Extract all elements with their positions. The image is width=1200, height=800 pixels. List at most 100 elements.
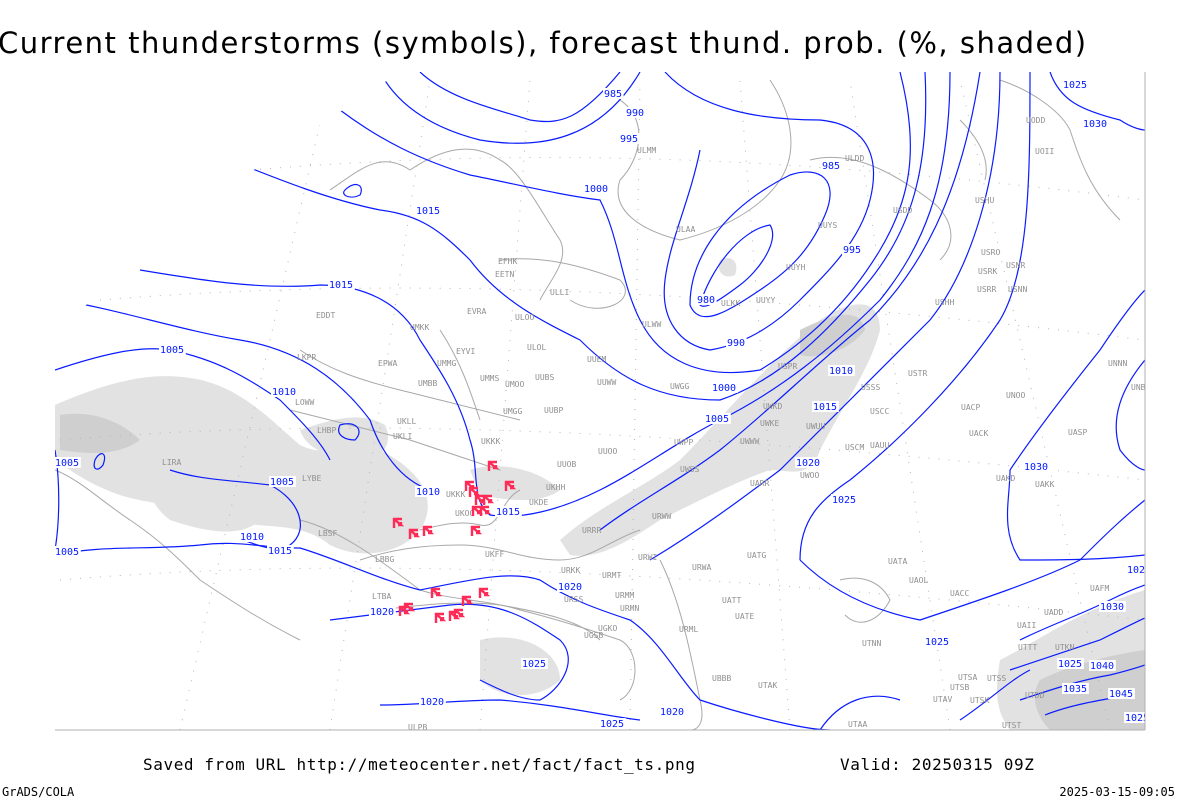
station-label: USRO: [981, 248, 1000, 257]
station-label: USNN: [1008, 285, 1027, 294]
isobar-label-background: [328, 279, 355, 290]
station-label: UNOO: [1006, 391, 1025, 400]
thunderstorm-symbol-icon: [430, 587, 443, 598]
station-label: UMBB: [418, 379, 437, 388]
coastlines: [55, 79, 1121, 730]
station-label: LKPR: [297, 353, 316, 362]
isobar-label-background: [619, 133, 640, 144]
station-label: UMMG: [437, 359, 456, 368]
isobar-label: 1030: [1100, 602, 1124, 613]
isobar-label-background: [1062, 79, 1089, 90]
station-label: UAKK: [1035, 480, 1054, 489]
station-label: ULWW: [642, 320, 661, 329]
station-label: USDD: [893, 206, 912, 215]
isobar-label-background: [828, 365, 855, 376]
isobar-label-background: [625, 107, 646, 118]
thunderstorm-symbol-icon: [408, 528, 421, 539]
isobar-label: 1010: [272, 387, 296, 398]
station-label: URRR: [582, 526, 601, 535]
station-label: UAFM: [1090, 584, 1109, 593]
source-url-text: Saved from URL http://meteocenter.net/fa…: [143, 755, 696, 774]
isobar-label-background: [1023, 461, 1050, 472]
isobar-label: 1005: [705, 414, 729, 425]
station-label: UACP: [961, 403, 980, 412]
station-label: UACK: [969, 429, 988, 438]
station-label: UUYY: [756, 296, 775, 305]
station-label: UUBS: [535, 373, 554, 382]
station-label: USHU: [975, 196, 994, 205]
station-label: UASP: [1068, 428, 1087, 437]
software-credit: GrADS/COLA: [2, 785, 75, 799]
lat-lon-grid: [59, 79, 1145, 730]
isobar-label-background: [583, 183, 610, 194]
station-label: UMMS: [480, 374, 499, 383]
station-label: UKDE: [529, 498, 548, 507]
isobar-label: 1005: [270, 477, 294, 488]
isobar-label: 985: [604, 89, 622, 100]
station-label: UKOO: [455, 509, 474, 518]
station-label: URWW: [652, 512, 671, 521]
station-label: USRK: [978, 267, 997, 276]
station-label: UOII: [1035, 147, 1054, 156]
isobar-label-background: [795, 457, 822, 468]
isobar-label: 980: [697, 295, 715, 306]
station-label: UTSA: [958, 673, 977, 682]
isobar-label: 1005: [160, 345, 184, 356]
station-label: UMKK: [410, 323, 429, 332]
isobar-label: 1000: [584, 184, 608, 195]
thunderstorm-symbol-icon: [487, 460, 500, 471]
station-label: URWI: [638, 553, 657, 562]
station-label: EYVI: [456, 347, 475, 356]
isobar-label-background: [1099, 601, 1126, 612]
isobar-label-background: [419, 696, 446, 707]
isobar-label-background: [1124, 712, 1145, 723]
isobar-label: 1040: [1090, 661, 1114, 672]
station-label: UBBB: [712, 674, 731, 683]
generation-timestamp: 2025-03-15-09:05: [1059, 785, 1175, 799]
isobar-label: 1005: [55, 547, 79, 558]
station-label: UTAK: [758, 681, 777, 690]
station-label: LTBA: [372, 592, 391, 601]
station-label: EPWA: [378, 359, 397, 368]
isobar-label: 1015: [496, 507, 520, 518]
isobar-label-background: [1108, 688, 1135, 699]
isobar-labels: 985 990 995 1000 1015 1015 1005 1010 1005 1005 101…: [55, 79, 1145, 730]
isobar-label: 1030: [1024, 462, 1048, 473]
station-label: ULKK: [721, 299, 740, 308]
station-label: UKLL: [397, 417, 416, 426]
station-label: LBSF: [318, 529, 337, 538]
station-label: UAUU: [870, 441, 889, 450]
station-label: UUEM: [587, 355, 606, 364]
thunderstorm-symbol-icon: [434, 612, 447, 623]
isobar-label-background: [1089, 660, 1116, 671]
station-label: UNNN: [1108, 359, 1127, 368]
station-label: URSS: [564, 595, 583, 604]
station-label: UAOL: [909, 576, 928, 585]
station-label: LIRA: [162, 458, 181, 467]
station-label: USTR: [908, 369, 927, 378]
station-label: UATA: [888, 557, 907, 566]
valid-time: Valid: 20250315 09Z: [840, 755, 1035, 774]
station-label: UTAV: [933, 695, 952, 704]
station-label: UKFF: [485, 550, 504, 559]
station-label: USRR: [977, 285, 996, 294]
isobar-label: 1000: [712, 383, 736, 394]
station-label: UKHH: [546, 483, 565, 492]
isobar-label-background: [495, 506, 522, 517]
station-label: USSS: [861, 383, 880, 392]
station-label: ULPB: [408, 723, 427, 732]
station-label: UUBP: [544, 406, 563, 415]
thunderstorm-symbol-icon: [461, 595, 474, 606]
station-label: UKKK: [446, 490, 465, 499]
isobar-label: 1030: [1083, 119, 1107, 130]
isobar-label-background: [557, 581, 584, 592]
station-label: UWPP: [674, 438, 693, 447]
isobar-label: 1025: [1058, 659, 1082, 670]
thunderstorm-symbol-icon: [470, 525, 483, 536]
station-label: UNBB: [1131, 383, 1150, 392]
isobar-label-background: [1126, 564, 1145, 575]
isobar-label-background: [812, 401, 839, 412]
isobar-label: 995: [843, 245, 861, 256]
station-label: UMOO: [505, 380, 524, 389]
station-label: UARR: [750, 479, 769, 488]
